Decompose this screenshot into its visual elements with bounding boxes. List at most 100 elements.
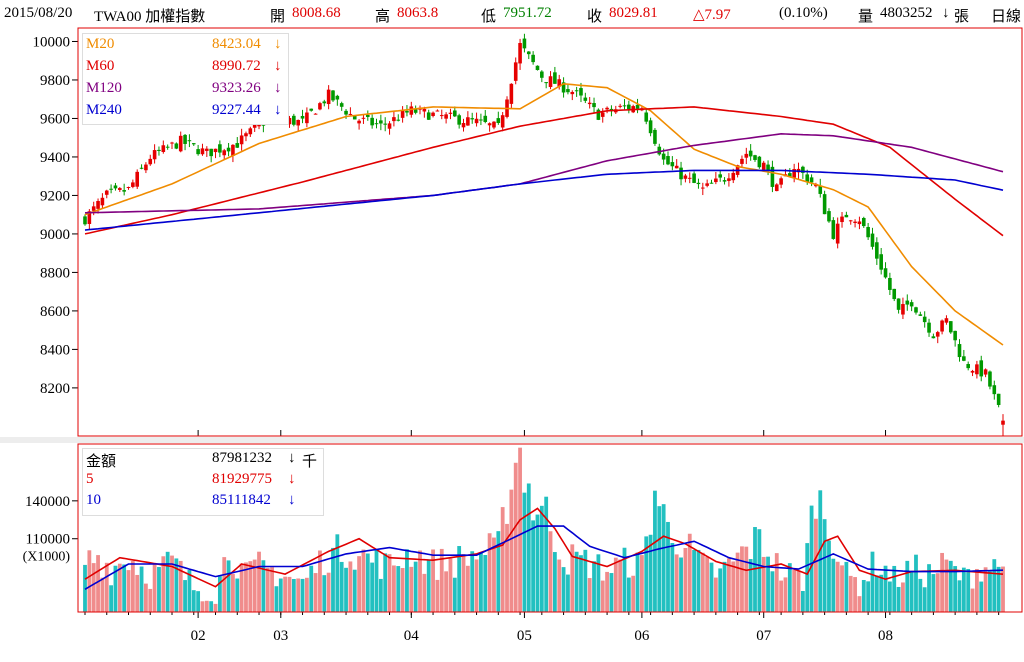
volume-bar (331, 547, 335, 612)
change-percent: (0.10%) (779, 5, 828, 21)
legend-ma60-value: 8990.72 (212, 58, 261, 74)
candle-body (531, 54, 535, 63)
period-label: 日線 (991, 9, 1022, 25)
volume-bar (979, 581, 984, 612)
candle-body (922, 316, 927, 323)
volume-bar (487, 533, 492, 612)
candle-body (744, 153, 749, 158)
volume-bar (557, 559, 562, 612)
volume-bar (457, 546, 462, 612)
candle-body (409, 106, 414, 115)
volume-bar (148, 588, 153, 612)
volume-bar (992, 559, 997, 612)
month-label: 04 (404, 628, 420, 644)
candle-body (178, 135, 183, 152)
candle-body (627, 104, 631, 110)
candle-body (635, 104, 640, 109)
volume-bar (874, 575, 879, 612)
candle-body (131, 182, 135, 187)
volume-legend: 金額 87981232 ↓ 千 5 81929775 ↓ 10 85111842… (82, 448, 324, 516)
volume-bar (339, 561, 344, 612)
candle-body (696, 182, 701, 185)
legend-row-amount: 金額 87981232 ↓ 千 (86, 450, 322, 470)
volume-bar (948, 560, 953, 612)
volume-bar (774, 553, 779, 612)
legend-row-ma5: 5 81929775 ↓ (86, 471, 322, 491)
candle-body (513, 62, 518, 81)
candle-body (905, 300, 910, 305)
legend-ma5-value: 81929775 (212, 471, 272, 487)
candle-body (805, 174, 810, 183)
volume-bar (613, 557, 618, 612)
price-y-tick-label: 9600 (40, 111, 70, 127)
volume-panel-frame (77, 443, 1023, 613)
candle-body (788, 173, 792, 177)
volume-bar (100, 577, 105, 612)
candle-body (566, 89, 570, 93)
candle-body (457, 115, 461, 125)
volume-bar (970, 588, 975, 612)
low-label: 低 (481, 9, 497, 25)
volume-bar (552, 552, 557, 612)
volume-bar (283, 576, 288, 612)
candle-body (879, 254, 883, 270)
candle-body (587, 102, 592, 105)
volume-bar (518, 447, 522, 612)
volume-bar (187, 569, 192, 612)
candle-body (544, 82, 548, 84)
volume-bar (217, 575, 222, 612)
candle-body (374, 123, 379, 125)
volume-bar (117, 563, 122, 612)
candle-body (405, 110, 409, 113)
volume-bar (835, 561, 840, 612)
volume-bar (196, 591, 201, 612)
candle-body (644, 112, 649, 122)
candle-body (618, 105, 622, 107)
volume-bar (661, 504, 666, 612)
volume-bar (848, 575, 853, 612)
quote-date: 2015/08/20 (4, 5, 73, 21)
volume-bar (96, 555, 100, 612)
candle-body (318, 103, 322, 110)
volume-bar (922, 587, 927, 612)
volume-bar (300, 578, 305, 612)
legend-ma120-arrow-icon: ↓ (274, 80, 282, 96)
volume-bar (474, 559, 479, 612)
ma-line-m120 (84, 132, 1004, 214)
legend-ma5-arrow-icon: ↓ (288, 471, 296, 487)
candle-body (487, 123, 492, 126)
candle-body (444, 114, 448, 119)
legend-ma20-arrow-icon: ↓ (274, 36, 282, 52)
volume-bar (361, 549, 366, 612)
change-value: △7.97 (693, 7, 731, 23)
legend-ma240-name: M240 (86, 102, 122, 118)
volume-bar (857, 596, 862, 612)
legend-ma240-value: 9227.44 (212, 102, 261, 118)
candle-body (561, 82, 566, 93)
candle-body (600, 112, 605, 117)
volume-bar (265, 567, 270, 612)
candle-body (96, 201, 100, 209)
candle-body (235, 143, 240, 148)
candle-body (339, 103, 344, 107)
candle-body (996, 393, 1001, 405)
volume-bar (465, 565, 470, 612)
volume-bar (278, 578, 283, 612)
volume-bar (831, 558, 836, 612)
candle-body (692, 173, 696, 183)
close-value: 8029.81 (609, 5, 658, 21)
volume-bar (866, 581, 871, 612)
candle-body (579, 88, 583, 96)
volume-bar (426, 559, 431, 612)
candle-body (213, 148, 218, 153)
candle-body (757, 156, 762, 168)
candle-body (605, 107, 609, 110)
volume-bar (570, 544, 575, 612)
volume-bar (461, 554, 466, 612)
candle-body (91, 206, 96, 211)
volume-bar (291, 578, 296, 612)
volume-bar (579, 555, 583, 612)
volume-bar (927, 564, 931, 612)
candle-body (287, 117, 292, 125)
